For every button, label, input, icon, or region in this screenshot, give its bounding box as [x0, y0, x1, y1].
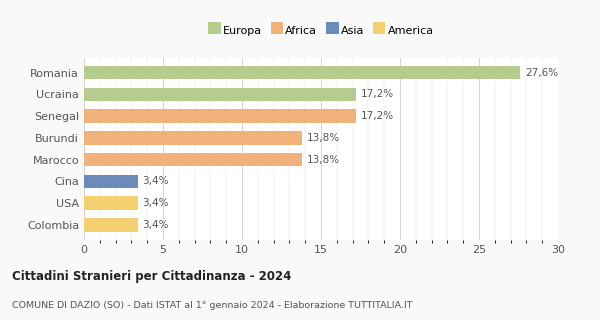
Bar [84, 109, 356, 123]
Bar [84, 196, 138, 210]
Text: 13,8%: 13,8% [307, 155, 340, 165]
Text: 17,2%: 17,2% [361, 89, 394, 100]
Text: 3,4%: 3,4% [142, 220, 169, 230]
Legend: Europa, Africa, Asia, America: Europa, Africa, Asia, America [206, 23, 436, 38]
Text: 13,8%: 13,8% [307, 133, 340, 143]
Bar [84, 131, 302, 145]
Text: COMUNE DI DAZIO (SO) - Dati ISTAT al 1° gennaio 2024 - Elaborazione TUTTITALIA.I: COMUNE DI DAZIO (SO) - Dati ISTAT al 1° … [12, 301, 413, 310]
Text: 17,2%: 17,2% [361, 111, 394, 121]
Bar [84, 88, 356, 101]
Bar [84, 66, 520, 79]
Text: 3,4%: 3,4% [142, 176, 169, 187]
Text: 27,6%: 27,6% [525, 68, 558, 78]
Bar [84, 175, 138, 188]
Text: 3,4%: 3,4% [142, 198, 169, 208]
Bar [84, 153, 302, 166]
Bar [84, 218, 138, 232]
Text: Cittadini Stranieri per Cittadinanza - 2024: Cittadini Stranieri per Cittadinanza - 2… [12, 270, 292, 283]
